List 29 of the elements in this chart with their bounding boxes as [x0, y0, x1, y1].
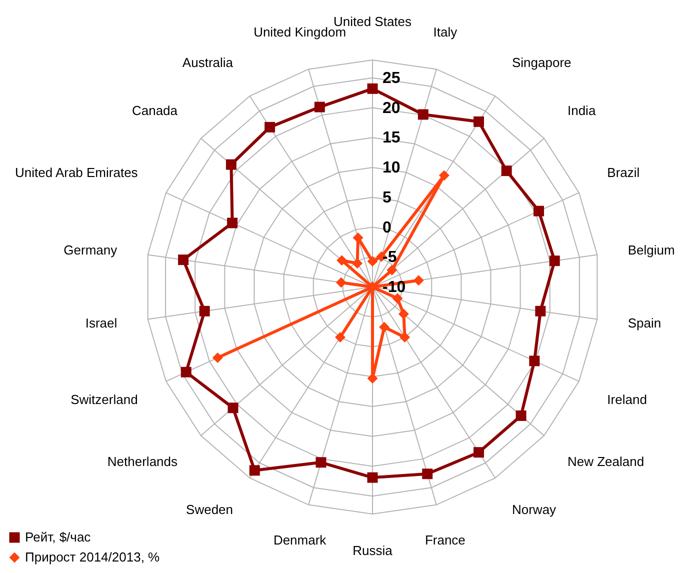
- spoke-label: Italy: [433, 24, 458, 40]
- spoke-label: Brazil: [607, 164, 640, 180]
- spoke-label: France: [424, 532, 466, 548]
- spoke-label: New Zealand: [567, 454, 644, 469]
- y-tick-label: 15: [382, 130, 400, 147]
- spoke-label: India: [567, 103, 596, 118]
- spoke-label: Denmark: [273, 532, 327, 548]
- spoke-label: United States: [333, 14, 412, 29]
- spoke-label: Singapore: [512, 54, 572, 70]
- spoke-label: Israel: [85, 316, 118, 331]
- y-tick-label: 20: [382, 100, 400, 117]
- spoke-label: Netherlands: [107, 454, 178, 469]
- y-tick-label: 5: [382, 189, 392, 206]
- legend-label: Прирост 2014/2013, %: [25, 550, 160, 564]
- spoke-label: Canada: [132, 103, 178, 118]
- y-tick-label: 25: [382, 70, 400, 87]
- spoke-label: United Arab Emirates: [14, 164, 138, 180]
- spoke-label: Norway: [512, 502, 557, 518]
- y-tick-label: 10: [382, 160, 400, 177]
- spoke-label: Switzerland: [70, 392, 138, 408]
- spoke-label: Spain: [628, 316, 662, 331]
- spoke-label: Germany: [64, 242, 118, 258]
- spoke-label: Australia: [182, 54, 234, 70]
- y-tick-label: 0: [382, 219, 392, 236]
- spoke-label: Belgium: [628, 242, 675, 258]
- legend-label: Рейт, $/час: [25, 530, 92, 544]
- spoke-label: Russia: [352, 543, 394, 558]
- spoke-label: Ireland: [607, 392, 647, 408]
- spoke-label: Sweden: [186, 502, 234, 518]
